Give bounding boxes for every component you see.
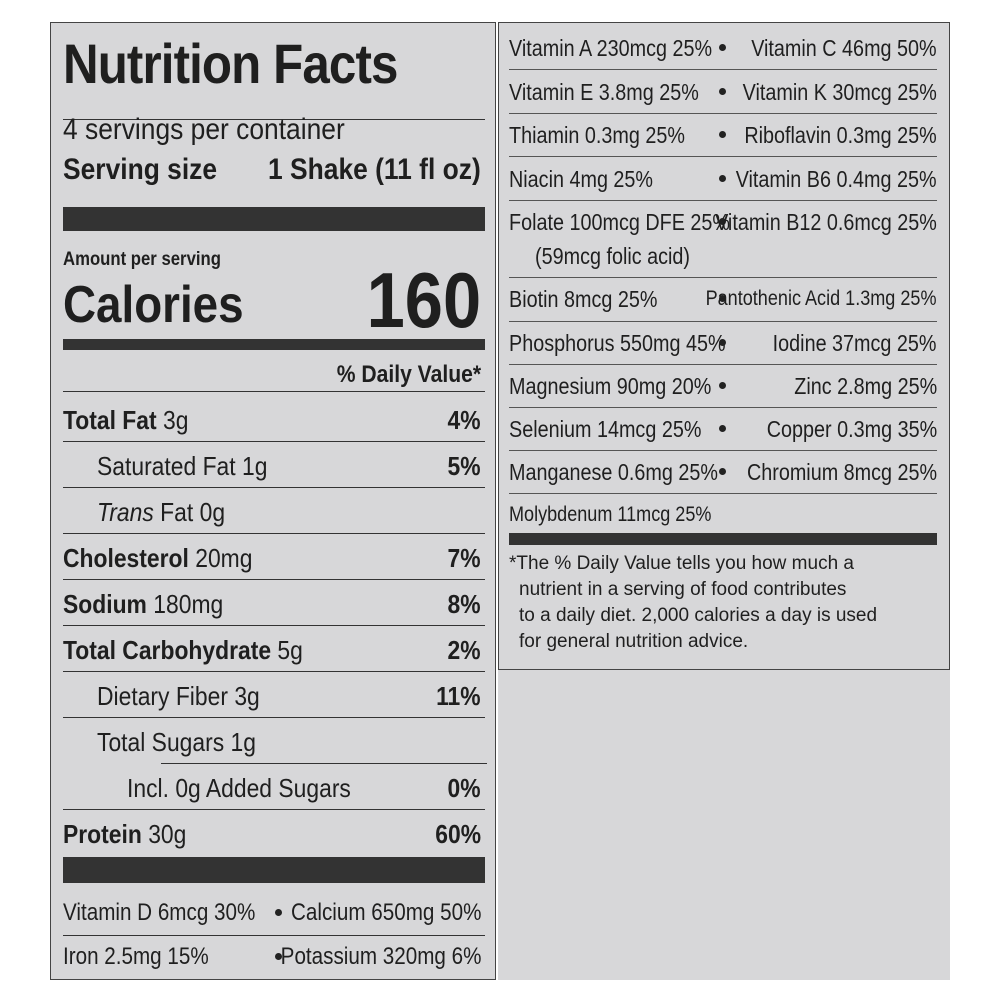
vitamin-row-left: Phosphorus 550mg 45% — [509, 330, 726, 356]
calories-label: Calories — [63, 276, 244, 334]
bullet-dot — [719, 131, 726, 138]
bullet-dot — [275, 909, 282, 916]
nutrient-row-saturated-fat: Saturated Fat 1g — [97, 451, 268, 481]
divider — [63, 579, 485, 580]
divider — [63, 533, 485, 534]
vitamin-row-left: Iron 2.5mg 15% — [63, 943, 209, 970]
nutrient-row-dietary-fiber: Dietary Fiber 3g — [97, 681, 260, 711]
vitamin-row-right: Vitamin C 46mg 50% — [751, 35, 937, 61]
thick-divider — [509, 533, 937, 545]
divider — [161, 763, 487, 764]
vitamin-row-right: Vitamin B12 0.6mcg 25% — [715, 209, 937, 235]
daily-value-header: % Daily Value* — [336, 361, 481, 388]
bullet-dot — [719, 339, 726, 346]
serving-size-value: 1 Shake (11 fl oz) — [268, 153, 481, 186]
servings-per-container: 4 servings per container — [63, 113, 345, 146]
vitamin-row-left: Manganese 0.6mg 25% — [509, 459, 718, 485]
nutrient-dv: 2% — [447, 635, 481, 665]
bullet-dot — [719, 468, 726, 475]
daily-value-footnote: *The % Daily Value tells you how much a … — [509, 551, 939, 655]
thick-divider — [63, 207, 485, 231]
divider — [63, 119, 485, 120]
vitamins-box: Vitamin A 230mcg 25% Vitamin C 46mg 50% … — [498, 22, 950, 670]
divider — [509, 277, 937, 278]
divider — [509, 321, 937, 322]
footnote-line: *The % Daily Value tells you how much a — [509, 553, 854, 574]
divider — [63, 809, 485, 810]
divider — [509, 450, 937, 451]
vitamin-row-left: Niacin 4mg 25% — [509, 166, 654, 192]
serving-size-label: Serving size — [63, 153, 218, 186]
vitamin-row-right: Vitamin K 30mcg 25% — [742, 79, 937, 105]
nutrient-dv: 11% — [436, 681, 481, 711]
footnote-line: to a daily diet. 2,000 calories a day is… — [519, 605, 878, 626]
divider — [63, 441, 485, 442]
nutrient-row-protein: Protein 30g — [63, 819, 187, 849]
nutrient-row-cholesterol: Cholesterol 20mg — [63, 543, 253, 573]
nutrient-row-total-sugars: Total Sugars 1g — [97, 727, 257, 757]
vitamin-row-left: Magnesium 90mg 20% — [509, 373, 712, 399]
divider — [509, 407, 937, 408]
amount-per-serving: Amount per serving — [63, 249, 221, 270]
nutrition-facts-title: Nutrition Facts — [63, 32, 398, 95]
bullet-dot — [719, 425, 726, 432]
nutrient-row-sodium: Sodium 180mg — [63, 589, 224, 619]
vitamin-row-left: Thiamin 0.3mg 25% — [509, 122, 685, 148]
bullet-dot — [719, 88, 726, 95]
footnote-line: nutrient in a serving of food contribute… — [519, 579, 847, 600]
vitamin-row-right: Chromium 8mcg 25% — [746, 459, 937, 485]
vitamin-row-left: Vitamin E 3.8mg 25% — [509, 79, 699, 105]
vitamin-row-left: Vitamin D 6mcg 30% — [63, 899, 256, 926]
divider — [509, 364, 937, 365]
vitamin-row-right: Iodine 37mcg 25% — [773, 330, 937, 356]
calories-value: 160 — [366, 256, 481, 344]
nutrient-dv: 60% — [435, 819, 481, 849]
divider — [63, 671, 485, 672]
vitamin-row-right: Copper 0.3mg 35% — [766, 416, 937, 442]
bullet-dot — [719, 382, 726, 389]
divider — [63, 935, 485, 936]
divider — [509, 69, 937, 70]
nutrient-row-total-fat: Total Fat 3g — [63, 405, 189, 435]
vitamin-row-right: Vitamin B6 0.4mg 25% — [736, 166, 937, 192]
vitamin-row-left: Molybdenum 11mcg 25% — [509, 503, 712, 526]
vitamin-row-right: Zinc 2.8mg 25% — [794, 373, 937, 399]
nutrition-facts-left-panel: Nutrition Facts 4 servings per container… — [50, 22, 496, 980]
vitamin-row-right: Calcium 650mg 50% — [290, 899, 481, 926]
vitamin-row-right: Pantothenic Acid 1.3mg 25% — [706, 287, 937, 310]
medium-divider — [63, 339, 485, 350]
nutrient-row-total-carbohydrate: Total Carbohydrate 5g — [63, 635, 303, 665]
vitamin-row-left: Selenium 14mcg 25% — [509, 416, 702, 442]
nutrient-dv: 7% — [447, 543, 481, 573]
nutrient-row-added-sugars: Incl. 0g Added Sugars — [127, 773, 351, 803]
vitamin-row-left: Biotin 8mcg 25% — [509, 286, 658, 312]
divider — [63, 717, 485, 718]
vitamin-row-left: Folate 100mcg DFE 25% — [509, 209, 730, 235]
nutrient-dv: 4% — [447, 405, 481, 435]
nutrient-dv: 8% — [447, 589, 481, 619]
divider — [509, 493, 937, 494]
bullet-dot — [719, 44, 726, 51]
divider — [63, 625, 485, 626]
vitamin-row-left: Vitamin A 230mcg 25% — [509, 35, 713, 61]
nutrition-facts-right-panel: Vitamin A 230mcg 25% Vitamin C 46mg 50% … — [498, 22, 950, 980]
divider — [509, 113, 937, 114]
bullet-dot — [719, 295, 726, 302]
thick-divider — [63, 857, 485, 883]
bullet-dot — [275, 953, 282, 960]
divider — [63, 391, 485, 392]
vitamin-row-right: Potassium 320mg 6% — [280, 943, 481, 970]
divider — [509, 156, 937, 157]
divider — [509, 200, 937, 201]
nutrient-dv: 5% — [447, 451, 481, 481]
bullet-dot — [719, 175, 726, 182]
folate-folic-acid: (59mcg folic acid) — [535, 243, 691, 269]
vitamin-row-right: Riboflavin 0.3mg 25% — [744, 122, 937, 148]
bullet-dot — [719, 218, 726, 225]
footnote-line: for general nutrition advice. — [519, 631, 749, 652]
nutrient-row-trans-fat: Trans Fat 0g — [97, 497, 226, 527]
nutrient-dv: 0% — [447, 773, 481, 803]
divider — [63, 487, 485, 488]
